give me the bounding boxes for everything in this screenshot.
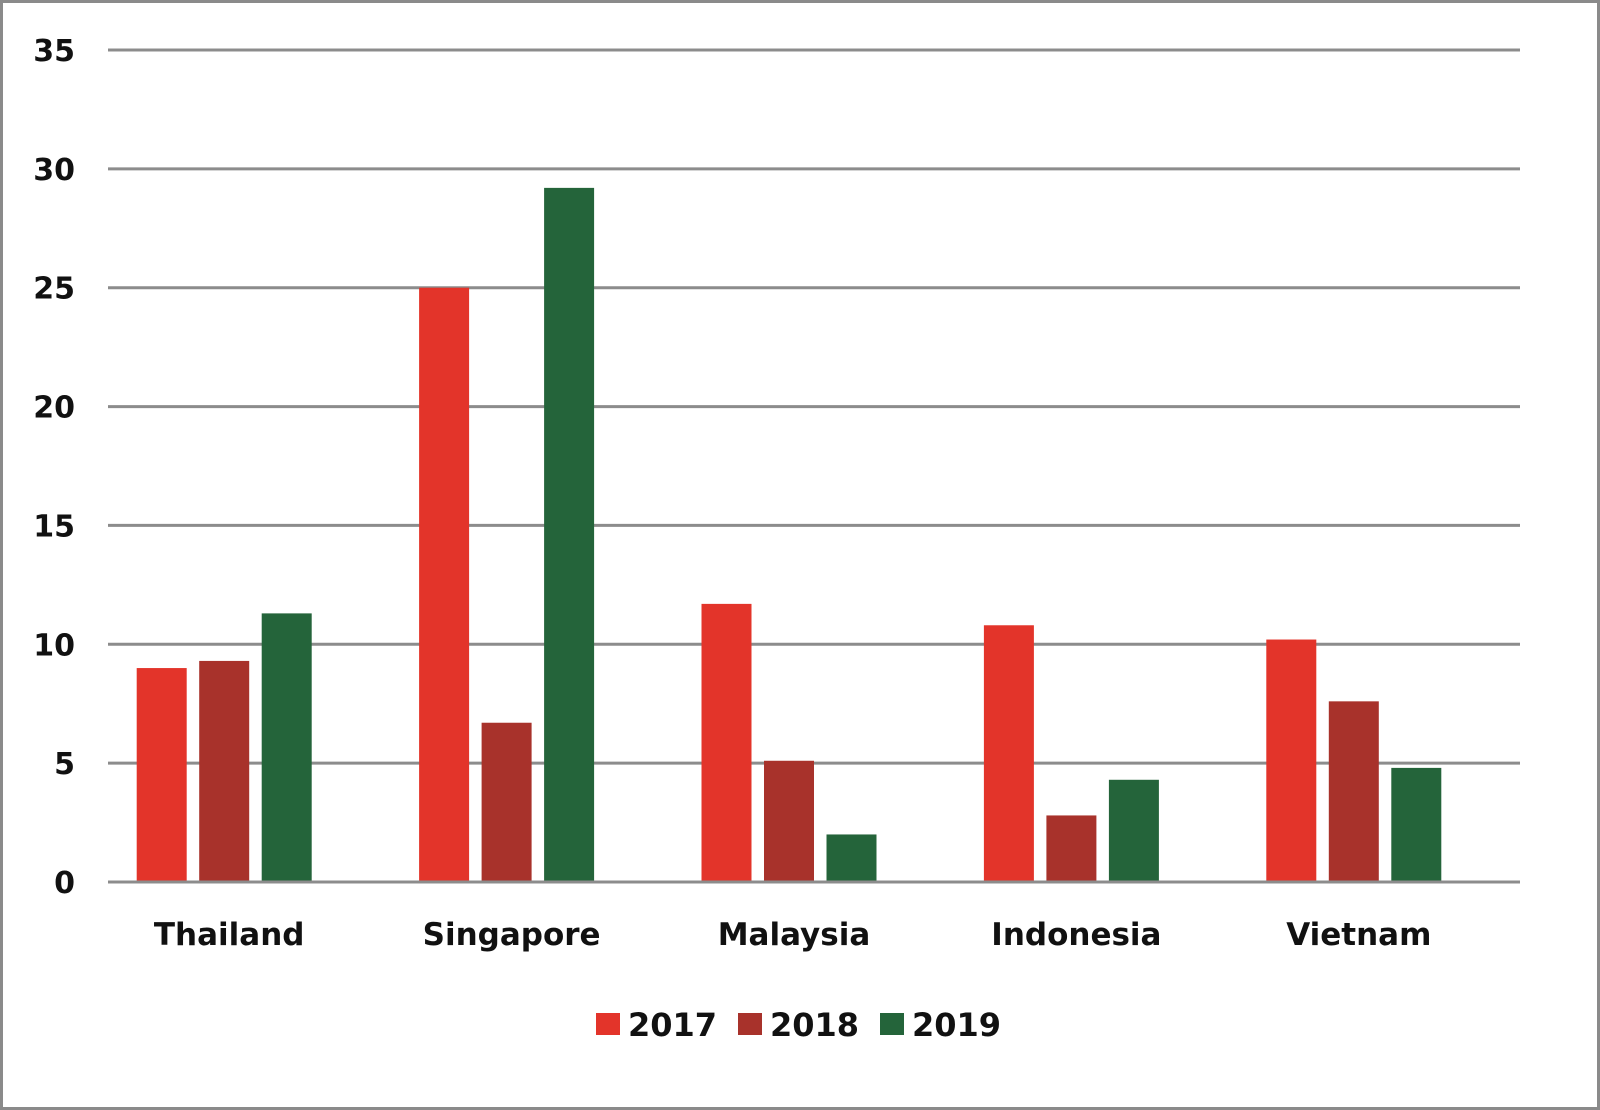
x-tick-label: Malaysia [718,917,871,953]
y-tick-label: 25 [33,272,75,307]
bar-indonesia-2019 [1108,779,1159,882]
bar-singapore-2017 [419,287,470,882]
bar-thailand-2017 [136,668,187,882]
legend-label: 2019 [912,1006,1001,1044]
bar-malaysia-2017 [701,603,752,882]
bar-indonesia-2017 [983,625,1034,882]
bar-malaysia-2018 [764,760,814,882]
y-tick-label: 5 [54,747,75,782]
y-tick-label: 10 [33,628,75,663]
bar-thailand-2018 [199,660,250,882]
y-tick-label: 15 [33,509,75,544]
x-tick-label: Vietnam [1286,917,1431,953]
x-tick-label: Indonesia [991,917,1161,953]
bar-singapore-2018 [481,722,532,882]
legend-label: 2017 [628,1006,717,1044]
y-tick-label: 30 [33,153,75,188]
y-tick-label: 0 [54,866,75,901]
bar-singapore-2019 [544,187,595,883]
bar-vietnam-2019 [1391,767,1442,882]
legend-label: 2018 [770,1006,859,1044]
legend-swatch-2017 [596,1013,620,1035]
legend-swatch-2019 [880,1013,904,1035]
bar-vietnam-2018 [1328,701,1379,882]
bar-indonesia-2018 [1046,815,1097,882]
legend-swatch-2018 [738,1013,762,1035]
x-tick-label: Thailand [154,917,305,953]
bar-vietnam-2017 [1266,639,1317,882]
y-tick-label: 35 [33,34,75,69]
y-tick-label: 20 [33,391,75,426]
x-tick-label: Singapore [423,917,601,953]
bar-thailand-2019 [261,613,312,882]
bar-malaysia-2019 [826,834,877,882]
